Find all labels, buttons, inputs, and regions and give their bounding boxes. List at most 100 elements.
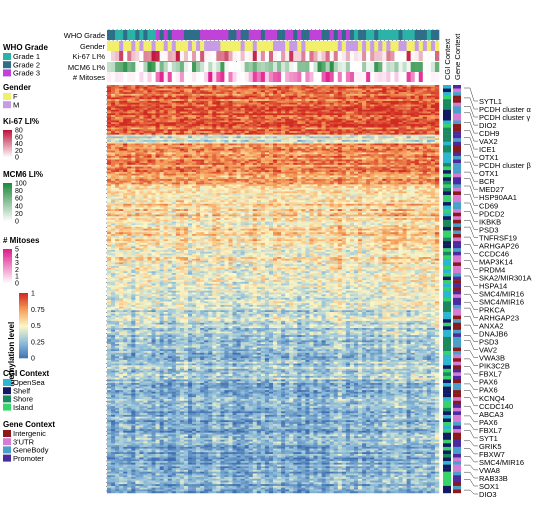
heatmap-cell [139,139,144,143]
heatmap-cell [248,141,254,144]
heatmap-cell [131,116,136,119]
heatmap-cell [434,166,440,169]
heatmap-cell [305,90,310,93]
mitoses-cell [341,72,347,82]
heatmap-cell [248,164,254,167]
heatmap-cell [317,154,322,157]
heatmap-cell [204,129,209,132]
heatmap-cell [192,90,197,93]
mitoses-cell [224,72,229,82]
heatmap-cell [309,150,314,153]
heatmap-cell [273,104,278,107]
mcm6-cell [167,62,173,72]
heatmap-cell [187,155,193,158]
heatmap-cell [434,92,440,95]
heatmap-cell [390,150,395,153]
heatmap-cell [402,108,407,111]
heatmap-cell [281,170,286,173]
mitoses-cell [273,72,278,82]
heatmap-cell [171,175,177,178]
heatmap-cell [362,122,367,125]
heatmap-cell [410,148,415,151]
heatmap-cell [402,175,407,178]
heatmap-cell [398,115,403,118]
heatmap-cell [268,163,274,166]
heatmap-cell [236,125,241,128]
heatmap-cell [273,166,278,169]
heatmap-cell [321,134,326,137]
heatmap-cell [123,157,128,160]
heatmap-cell [232,138,237,141]
heatmap-cell [325,86,330,89]
heatmap-cell [131,100,136,103]
heatmap-cell [358,177,363,180]
heatmap-cell [163,134,168,137]
heatmap-cell [341,132,347,135]
heatmap-cell [374,143,379,146]
heatmap-cell [264,111,270,114]
grade-cell [264,30,270,40]
heatmap-cell [183,155,189,158]
heatmap-cell [111,85,116,88]
heatmap-cell [220,122,225,125]
heatmap-cell [228,92,233,95]
heatmap-cell [329,136,334,139]
heatmap-cell [248,99,254,102]
heatmap-cell [305,152,310,155]
heatmap-cell [192,132,197,135]
heatmap-cell [224,116,229,119]
heatmap-cell [107,131,112,134]
gender-cell [422,41,428,51]
heatmap-cell [281,86,286,89]
heatmap-cell [410,166,415,169]
heatmap-cell [216,122,221,125]
heatmap-cell [333,150,339,153]
heatmap-cell [317,147,322,150]
heatmap-cell [345,95,351,98]
heatmap-cell [285,148,290,151]
heatmap-cell [414,93,420,96]
heatmap-cell [398,122,403,125]
heatmap-cell [212,116,217,119]
heatmap-cell [123,106,128,109]
heatmap-cell [353,147,359,150]
heatmap-cell [228,150,233,153]
heatmap-cell [321,125,326,128]
heatmap-cell [370,85,375,88]
heatmap-cell [123,100,128,103]
heatmap-cell [301,86,306,89]
mcm6-cell [358,62,363,72]
heatmap-cell [317,106,322,109]
heatmap-cell [285,134,290,137]
heatmap-cell [426,99,432,102]
heatmap-cell [268,108,274,111]
heatmap-cell [293,86,298,89]
heatmap-cell [273,168,278,171]
heatmap-cell [175,139,181,143]
heatmap-cell [228,179,233,182]
heatmap-cell [192,118,197,121]
heatmap-cell [232,95,237,98]
ki67-cell [382,51,387,61]
heatmap-cell [333,88,339,91]
heatmap-cell [353,99,359,102]
heatmap-cell [394,143,399,146]
mcm6-cell [309,62,314,72]
heatmap-cell [285,92,290,95]
gender-cell [216,41,221,51]
ki67-cell [216,51,221,61]
heatmap-cell [240,97,245,100]
heatmap-cell [167,171,173,174]
heatmap-cell [107,111,112,114]
heatmap-cell [402,102,407,105]
heatmap-cell [268,152,274,155]
heatmap-cell [410,157,415,160]
heatmap-cell [337,109,343,112]
heatmap-cell [430,100,436,103]
heatmap-cell [297,93,302,96]
grade-cell [281,30,286,40]
heatmap-cell [422,93,428,96]
heatmap-cell [111,86,116,89]
heatmap-cell [430,143,436,146]
heatmap-cell [107,113,112,116]
